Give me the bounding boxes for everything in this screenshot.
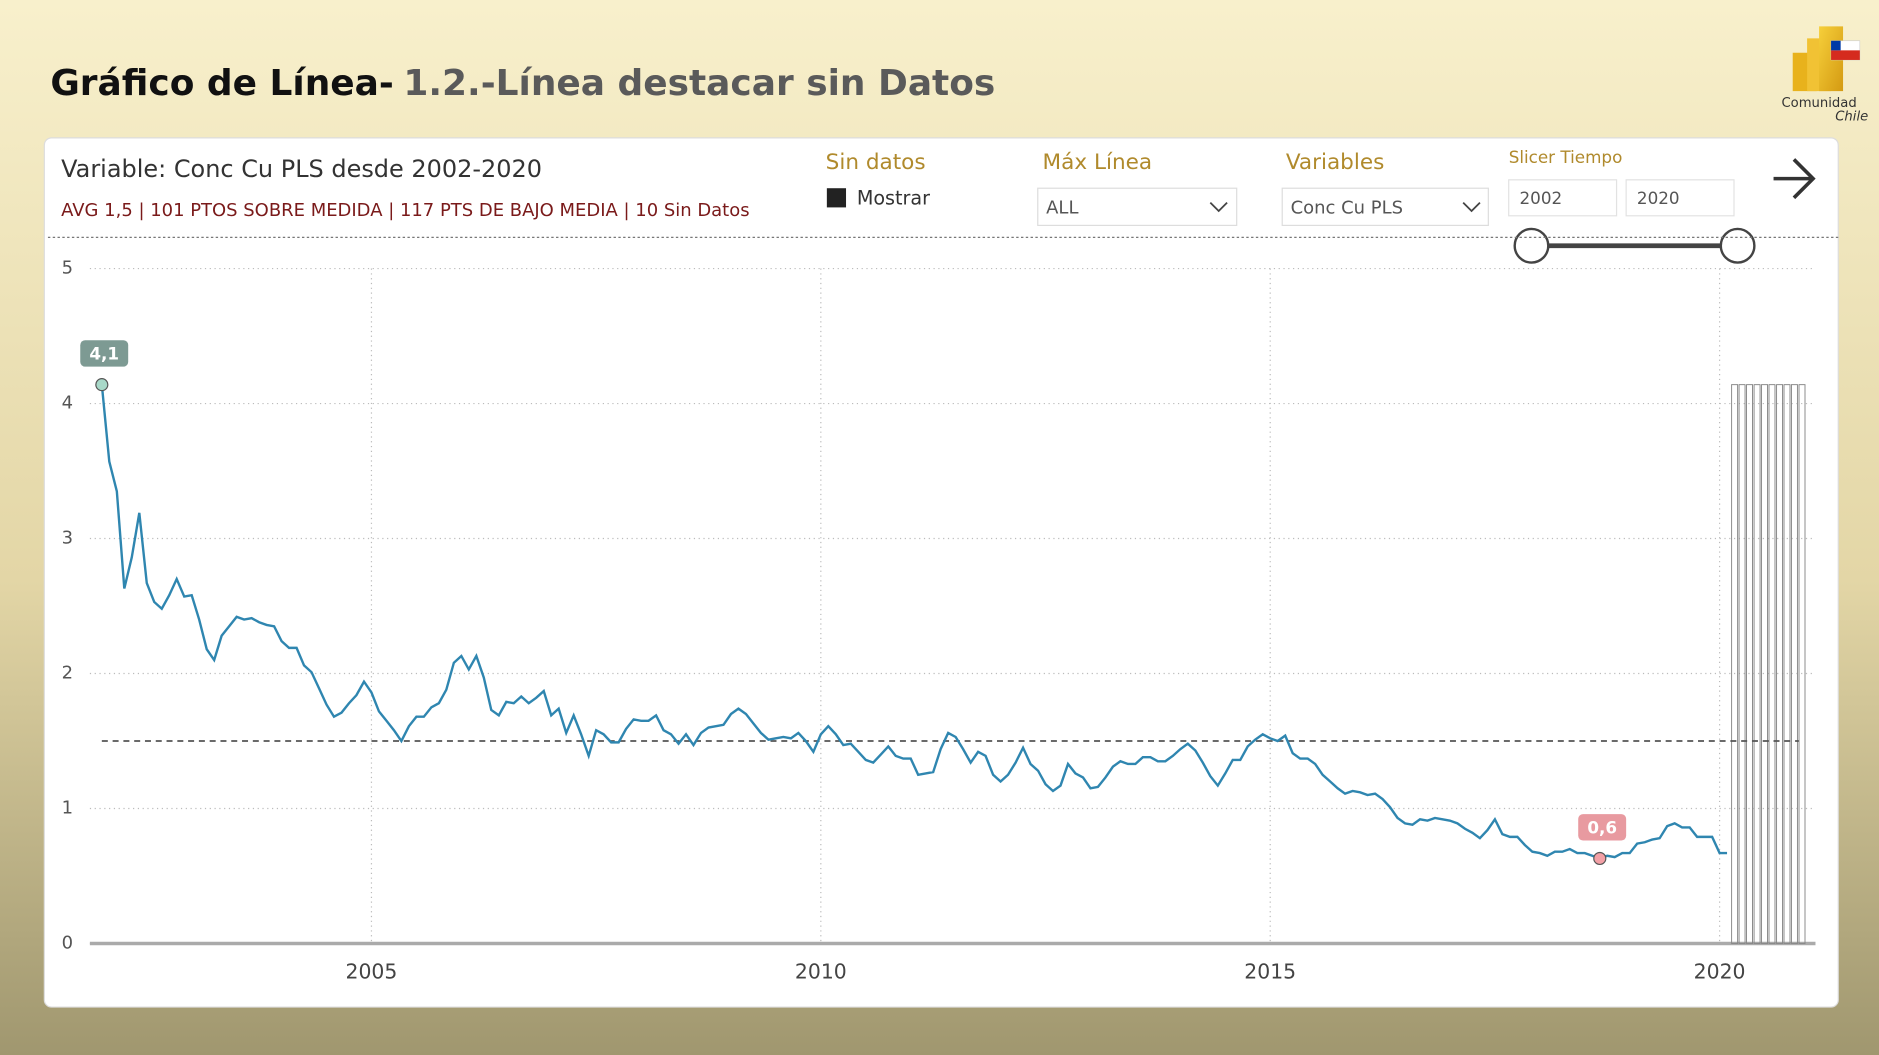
filter-title: Variables — [1286, 150, 1385, 175]
dropdown[interactable] — [1037, 187, 1238, 226]
chevron — [1209, 201, 1228, 213]
chart-subtitle: AVG 1,5 | 101 PTOS SOBRE MEDIDA | 117 PT… — [61, 200, 749, 221]
y-tick-label: 4 — [62, 393, 73, 414]
y-tick-label: 3 — [62, 528, 73, 549]
slicer-to[interactable]: 2020 — [1637, 188, 1680, 208]
checkbox[interactable] — [826, 188, 847, 208]
no-data-bar — [1768, 384, 1776, 944]
x-tick-label: 2020 — [1694, 959, 1746, 983]
x-tick-label: 2015 — [1244, 959, 1296, 983]
page-title: Gráfico de Línea- 1.2.-Línea destacar sin… — [50, 63, 995, 104]
chevron — [1462, 201, 1481, 213]
highlight-label: 4,1 — [89, 344, 119, 364]
highlight-marker — [95, 378, 109, 392]
slider-handle[interactable] — [1719, 227, 1756, 264]
dropdown-value[interactable]: Conc Cu PLS — [1291, 198, 1403, 219]
highlight-label: 0,6 — [1587, 817, 1617, 837]
logo-flag-red — [1831, 50, 1860, 60]
highlight-marker — [1593, 851, 1607, 866]
highlight-label-bg — [1578, 814, 1627, 841]
x-tick-label: 2005 — [346, 959, 398, 983]
y-tick-label: 0 — [62, 933, 73, 954]
no-data-bar — [1761, 384, 1769, 944]
x-tick-label: 2010 — [795, 959, 847, 983]
y-tick-label: 2 — [62, 663, 73, 684]
no-data-bar — [1783, 384, 1791, 944]
no-data-bar — [1776, 384, 1784, 944]
series-line — [100, 384, 1728, 860]
no-data-bar — [1798, 384, 1806, 944]
no-data-bar — [1738, 384, 1746, 944]
slicer-input[interactable] — [1508, 179, 1618, 217]
logo: Comunidad Chile — [1781, 26, 1868, 124]
no-data-bar — [1731, 384, 1739, 944]
y-tick-label: 5 — [62, 258, 73, 279]
no-data-bar — [1753, 384, 1761, 944]
slicer-title: Slicer Tiempo — [1509, 147, 1623, 167]
logo-text: Chile — [1835, 109, 1868, 124]
card — [43, 137, 1839, 1008]
next-arrow[interactable] — [1773, 158, 1816, 200]
slicer-input[interactable] — [1625, 179, 1735, 217]
logo-flag-blue — [1831, 40, 1841, 51]
chart-title: Variable: Conc Cu PLS desde 2002-2020 — [61, 155, 542, 183]
highlight-label-bg — [80, 340, 129, 367]
y-tick-label: 1 — [62, 798, 73, 819]
dropdown[interactable] — [1281, 187, 1489, 226]
logo-text: Comunidad — [1781, 96, 1856, 111]
title-main: Gráfico de Línea- — [50, 63, 394, 104]
slicer-from[interactable]: 2002 — [1519, 188, 1562, 208]
title-sub: 1.2.-Línea destacar sin Datos — [403, 63, 995, 104]
slider-handle[interactable] — [1513, 227, 1550, 264]
plot: 0 1 2 3 4 5 2005 2010 2015 2020 4,1 0,6 — [62, 258, 1816, 983]
filter-title: Sin datos — [826, 150, 926, 175]
dropdown-value[interactable]: ALL — [1046, 198, 1078, 219]
filter-title: Máx Línea — [1043, 150, 1153, 175]
no-data-bar — [1790, 384, 1798, 944]
checkbox-label[interactable]: Mostrar — [857, 187, 930, 210]
no-data-bar — [1746, 384, 1753, 944]
